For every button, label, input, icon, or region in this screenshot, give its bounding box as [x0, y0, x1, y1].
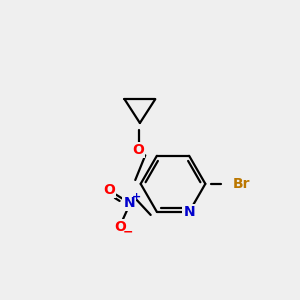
Text: −: −: [123, 226, 134, 239]
Text: N: N: [123, 196, 135, 210]
Text: +: +: [131, 192, 141, 202]
Text: O: O: [132, 143, 144, 157]
Text: Br: Br: [233, 177, 250, 191]
Text: O: O: [103, 183, 115, 197]
Text: N: N: [183, 205, 195, 219]
Text: O: O: [115, 220, 127, 234]
